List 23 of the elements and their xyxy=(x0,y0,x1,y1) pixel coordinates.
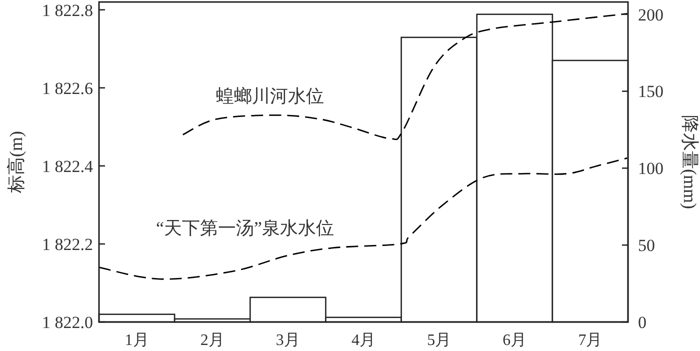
x-tick-label: 3月 xyxy=(276,332,300,349)
y2-tick-label: 200 xyxy=(638,5,664,24)
x-tick-label: 5月 xyxy=(427,332,452,349)
y-tick-label: 1 822.6 xyxy=(42,78,93,98)
y-tick-label: 1 822.8 xyxy=(42,0,93,20)
x-tick-label: 6月 xyxy=(502,332,527,349)
y2-tick-label: 50 xyxy=(638,236,655,256)
y2-axis-title: 降水量(mm) xyxy=(680,115,700,209)
x-tick-label: 1月 xyxy=(124,332,149,349)
series-label: “天下第一汤”泉水水位 xyxy=(156,218,334,238)
y-tick-label: 1 822.4 xyxy=(42,156,94,176)
y-tick-label: 1 822.2 xyxy=(42,234,93,254)
y2-tick-label: 0 xyxy=(638,313,646,332)
series-label: 蝗螂川河水位 xyxy=(216,86,324,106)
x-tick-label: 4月 xyxy=(352,332,376,349)
y2-tick-label: 100 xyxy=(638,159,664,178)
y-tick-label: 1 822.0 xyxy=(42,313,93,332)
x-tick-label: 2月 xyxy=(200,332,224,349)
y-axis-title: 标高(m) xyxy=(6,131,26,194)
y2-tick-label: 150 xyxy=(638,82,664,102)
line-series xyxy=(182,13,628,140)
x-tick-label: 7月 xyxy=(578,332,602,349)
line-series xyxy=(98,157,628,280)
